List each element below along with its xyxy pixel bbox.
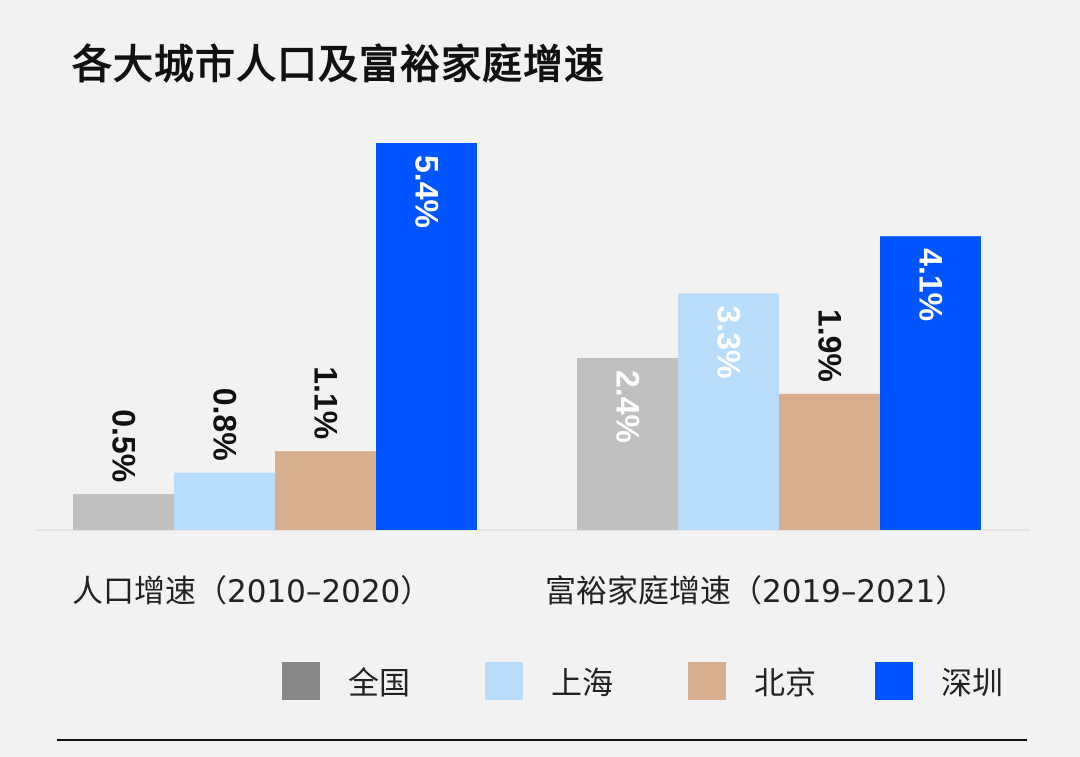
legend-label: 全国 (348, 666, 410, 702)
legend-swatch-上海 (485, 662, 523, 700)
chart-title: 各大城市人口及富裕家庭增速 (72, 42, 605, 88)
bar-深圳-0 (376, 143, 477, 530)
legend-label: 上海 (551, 666, 613, 702)
category-label: 富裕家庭增速（2019–2021） (545, 574, 966, 610)
bar-北京-0 (275, 451, 376, 530)
data-label: 0.8% (207, 388, 243, 461)
bar-上海-0 (174, 472, 275, 530)
bar-北京-1 (779, 393, 880, 530)
bar-全国-0 (73, 494, 174, 530)
bar-全国-1 (577, 358, 678, 530)
bar-深圳-1 (880, 236, 981, 530)
data-label: 5.4% (409, 155, 445, 228)
legend-swatch-深圳 (875, 662, 913, 700)
bar-上海-1 (678, 293, 779, 530)
data-label: 0.5% (106, 409, 142, 482)
legend-swatch-全国 (282, 662, 320, 700)
category-label: 人口增速（2010–2020） (72, 574, 431, 610)
legend-label: 深圳 (941, 666, 1003, 702)
data-label: 4.1% (913, 248, 949, 321)
data-label: 1.1% (308, 366, 344, 439)
data-label: 1.9% (812, 309, 848, 382)
data-label: 2.4% (610, 370, 646, 443)
legend-label: 北京 (754, 666, 816, 702)
legend-swatch-北京 (688, 662, 726, 700)
data-label: 3.3% (711, 306, 747, 379)
